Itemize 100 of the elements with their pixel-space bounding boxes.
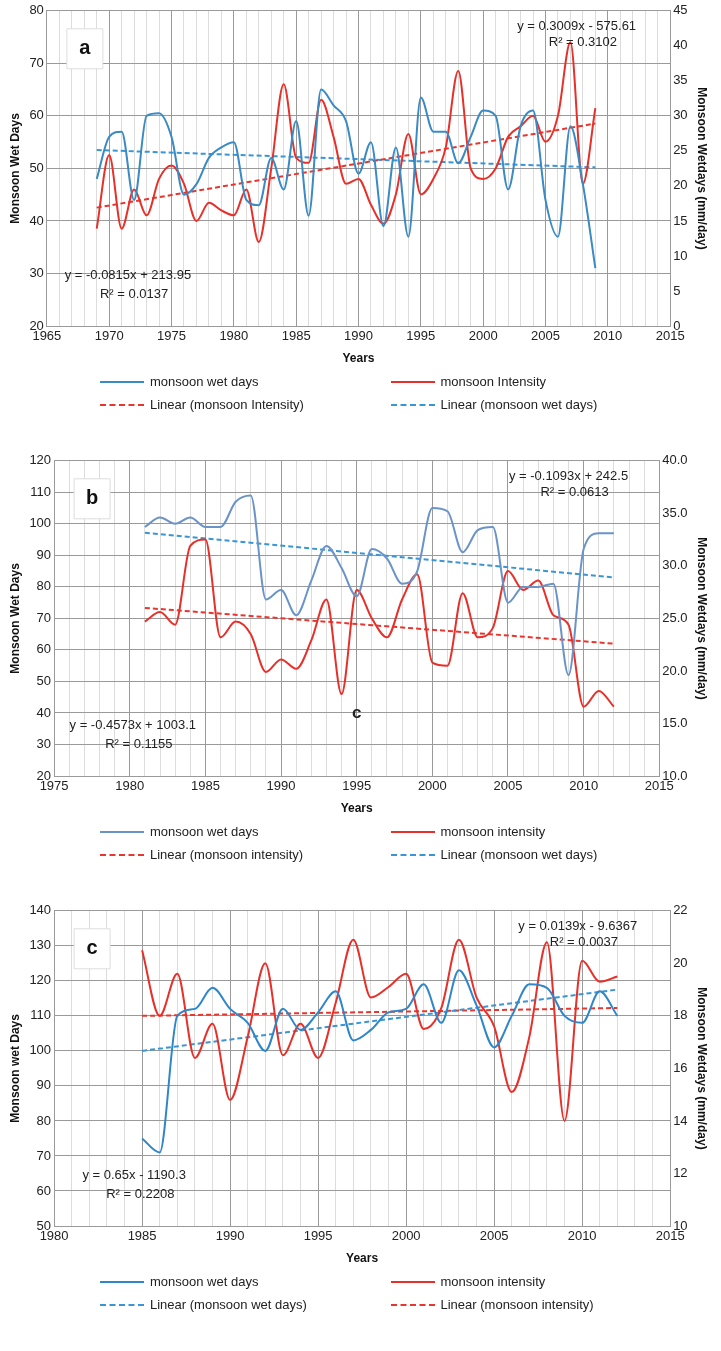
- text: b: [85, 486, 99, 509]
- legend-label: monsoon intensity: [440, 824, 546, 839]
- annotation: R² = 0.1155: [105, 736, 173, 752]
- x-tick-label: 1985: [281, 328, 311, 344]
- x-tick-label: 1990: [215, 1228, 245, 1244]
- y2-tick-label: 45: [673, 2, 688, 18]
- x-axis-title: Years: [340, 801, 374, 816]
- y-tick-label: 110: [30, 1007, 52, 1023]
- y-tick-label: 110: [30, 483, 52, 499]
- y-axis-title: Monsoon Wet Days: [7, 112, 22, 224]
- legend-label: Linear (monsoon wet days): [150, 1297, 307, 1312]
- x-tick-label: 2000: [391, 1228, 421, 1244]
- x-tick-label: 1970: [94, 328, 124, 344]
- y2-tick-label: 10: [673, 247, 688, 263]
- x-axis-title: Years: [342, 351, 375, 366]
- y-tick-label: 120: [29, 452, 52, 468]
- annotation: R² = 0.3102: [548, 33, 618, 49]
- y-tick-label: 80: [36, 1112, 52, 1128]
- y2-tick-label: 20.0: [662, 662, 688, 678]
- x-tick-label: 1980: [115, 778, 145, 794]
- y-tick-label: 90: [36, 546, 52, 562]
- line-series: [141, 969, 619, 1154]
- y2-tick-label: 20: [673, 954, 688, 970]
- annotation: R² = 0.0037: [549, 933, 619, 949]
- y2-tick-label: 15: [673, 212, 688, 228]
- annotation: c: [351, 702, 362, 722]
- x-tick-label: 2005: [531, 328, 560, 344]
- y2-tick-label: 18: [673, 1007, 688, 1023]
- y-tick-label: 80: [36, 578, 52, 594]
- legend-label: monsoon wet days: [150, 824, 259, 839]
- y-tick-label: 100: [29, 1042, 52, 1058]
- y-tick-label: 140: [29, 902, 52, 918]
- legend-label: monsoon intensity: [440, 1274, 546, 1289]
- y-tick-label: 70: [36, 1147, 52, 1163]
- legend-label: monsoon wet days: [150, 1274, 259, 1289]
- annotation: R² = 0.2208: [106, 1186, 175, 1202]
- x-tick-label: 2000: [468, 328, 498, 344]
- x-tick-label: 1980: [219, 328, 249, 344]
- line-series: [95, 88, 597, 270]
- x-tick-label: 2010: [593, 328, 623, 344]
- annotation: R² = 0.0137: [99, 286, 169, 302]
- y-axis-title: Monsoon wet Days: [7, 1013, 22, 1123]
- x-axis-title: Years: [346, 1251, 379, 1266]
- y-tick-label: 80: [29, 2, 44, 18]
- y2-tick-label: 35: [673, 72, 688, 88]
- y2-tick-label: 35.0: [662, 504, 688, 520]
- y2-tick-label: 40: [673, 37, 688, 53]
- text: c: [86, 936, 98, 959]
- x-tick-label: 1985: [190, 778, 220, 794]
- y-tick-label: 30: [36, 736, 52, 752]
- annotation: y = -0.1093x + 242.5: [508, 468, 629, 484]
- x-tick-label: 1975: [157, 328, 186, 344]
- y2-tick-label: 15.0: [662, 715, 688, 731]
- line-series: [143, 538, 615, 708]
- y-tick-label: 70: [36, 609, 52, 625]
- legend-label: Linear (monsoon wet days): [440, 397, 598, 412]
- y-tick-label: 40: [29, 212, 44, 228]
- annotation: y = 0.65x - 1190.3: [82, 1167, 186, 1183]
- legend-label: Linear (monsoon Intensity): [150, 397, 304, 412]
- y2-tick-label: 40.0: [662, 452, 688, 468]
- x-tick-label: 1995: [406, 328, 436, 344]
- y-tick-label: 70: [29, 54, 44, 70]
- y-tick-label: 100: [29, 515, 52, 531]
- x-tick-label: 1990: [344, 328, 373, 344]
- y-tick-label: 30: [29, 265, 44, 281]
- x-tick-label: 1990: [266, 778, 296, 794]
- x-tick-label: 2005: [479, 1228, 509, 1244]
- legend-label: Linear (monsoon wet days): [440, 847, 598, 862]
- y2-tick-label: 20: [673, 177, 688, 193]
- legend-label: Linear (monsoon intensity): [440, 1297, 594, 1312]
- y2-tick-label: 12: [673, 1165, 688, 1181]
- y2-tick-label: 22: [673, 902, 688, 918]
- x-tick-label: 1985: [127, 1228, 157, 1244]
- text: a: [79, 36, 92, 59]
- y2-tick-label: 14: [673, 1112, 688, 1128]
- x-tick-label: 1995: [303, 1228, 333, 1244]
- x-tick-label: 2010: [567, 1228, 597, 1244]
- x-tick-label: 2005: [493, 778, 523, 794]
- line-series: [143, 494, 615, 677]
- legend-label: monsoon Intensity: [440, 374, 547, 389]
- y2-axis-title: Monsoon Wetdays (mm/day): [695, 987, 710, 1150]
- y2-tick-label: 25.0: [662, 609, 688, 625]
- x-tick-label: 2010: [569, 778, 599, 794]
- annotation: y = -0.4573x + 1003.1: [69, 717, 197, 733]
- annotation: R² = 0.0613: [540, 483, 609, 499]
- y-tick-label: 130: [29, 937, 52, 953]
- y2-axis-title: Monsoon Wetdays (mm/day): [695, 87, 710, 250]
- legend-label: monsoon wet days: [150, 374, 259, 389]
- y-tick-label: 60: [36, 1182, 52, 1198]
- y2-tick-label: 25: [673, 142, 688, 158]
- y2-tick-label: 16: [673, 1059, 688, 1075]
- annotation: y = 0.3009x - 575.61: [517, 18, 637, 34]
- y2-axis-title: Monsoon Wetdays (mm/day): [695, 537, 710, 700]
- legend-label: Linear (monsoon intensity): [150, 847, 304, 862]
- y-tick-label: 60: [36, 641, 52, 657]
- y-tick-label: 50: [29, 159, 44, 175]
- y-tick-label: 60: [29, 107, 44, 123]
- y-tick-label: 50: [36, 673, 52, 689]
- y-tick-label: 90: [36, 1077, 52, 1093]
- y-tick-label: 120: [29, 972, 52, 988]
